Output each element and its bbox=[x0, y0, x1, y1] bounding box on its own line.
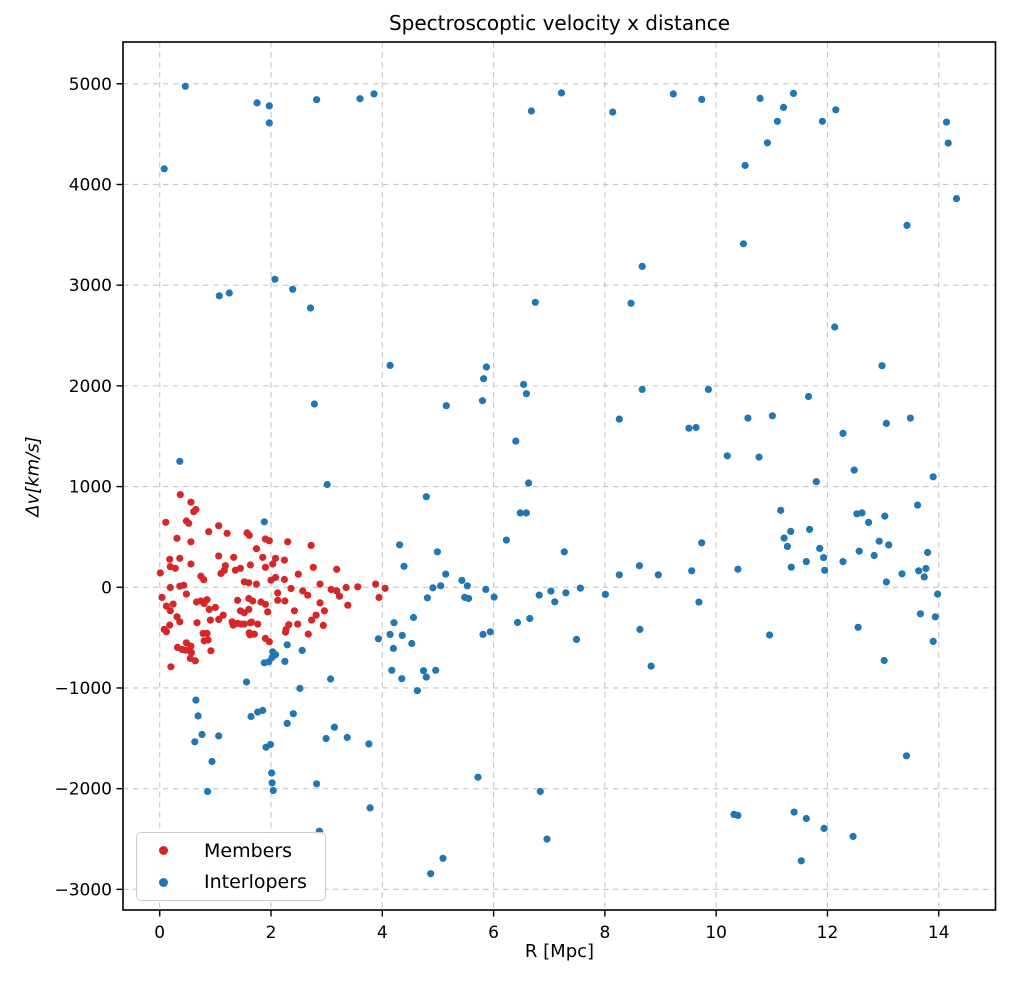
x-tick-label: 6 bbox=[488, 923, 499, 943]
x-tick-label: 10 bbox=[705, 923, 727, 943]
x-tick-label: 2 bbox=[266, 923, 277, 943]
x-tick-label: 14 bbox=[928, 923, 950, 943]
interlopers-dot-icon bbox=[159, 877, 168, 887]
legend-item-members: Members bbox=[137, 837, 325, 865]
y-axis-label: Δv[km/s] bbox=[22, 436, 44, 517]
x-tick-label: 0 bbox=[154, 923, 165, 943]
y-tick-label: 4000 bbox=[69, 175, 112, 195]
legend-label-members: Members bbox=[204, 839, 293, 862]
members-dot-icon bbox=[159, 846, 168, 856]
y-tick-label: 1000 bbox=[69, 478, 112, 498]
y-tick-label: 2000 bbox=[69, 377, 112, 397]
gridlines bbox=[123, 42, 996, 910]
tick-marks bbox=[116, 83, 940, 917]
y-tick-label: 0 bbox=[101, 578, 112, 598]
y-tick-label: −2000 bbox=[54, 780, 112, 800]
legend: Members Interlopers bbox=[136, 832, 326, 901]
x-tick-label: 4 bbox=[377, 923, 388, 943]
chart-title: Spectroscoptic velocity x distance bbox=[388, 11, 731, 35]
x-tick-label: 12 bbox=[817, 923, 839, 943]
legend-item-interlopers: Interlopers bbox=[137, 868, 325, 896]
series-members bbox=[156, 491, 389, 671]
axes-spines bbox=[122, 41, 997, 911]
y-tick-label: −3000 bbox=[54, 880, 112, 900]
y-tick-label: −1000 bbox=[54, 679, 112, 699]
tick-labels: 0 2 4 6 8 10 12 14 −3000 −2000 −1000 0 1000 2000 3000 4… bbox=[54, 75, 949, 943]
x-tick-label: 8 bbox=[599, 923, 610, 943]
y-tick-label: 5000 bbox=[69, 75, 112, 95]
y-tick-label: 3000 bbox=[69, 276, 112, 296]
x-axis-label: R [Mpc] bbox=[524, 941, 595, 962]
legend-label-interlopers: Interlopers bbox=[204, 871, 307, 894]
series-interlopers bbox=[160, 82, 961, 878]
